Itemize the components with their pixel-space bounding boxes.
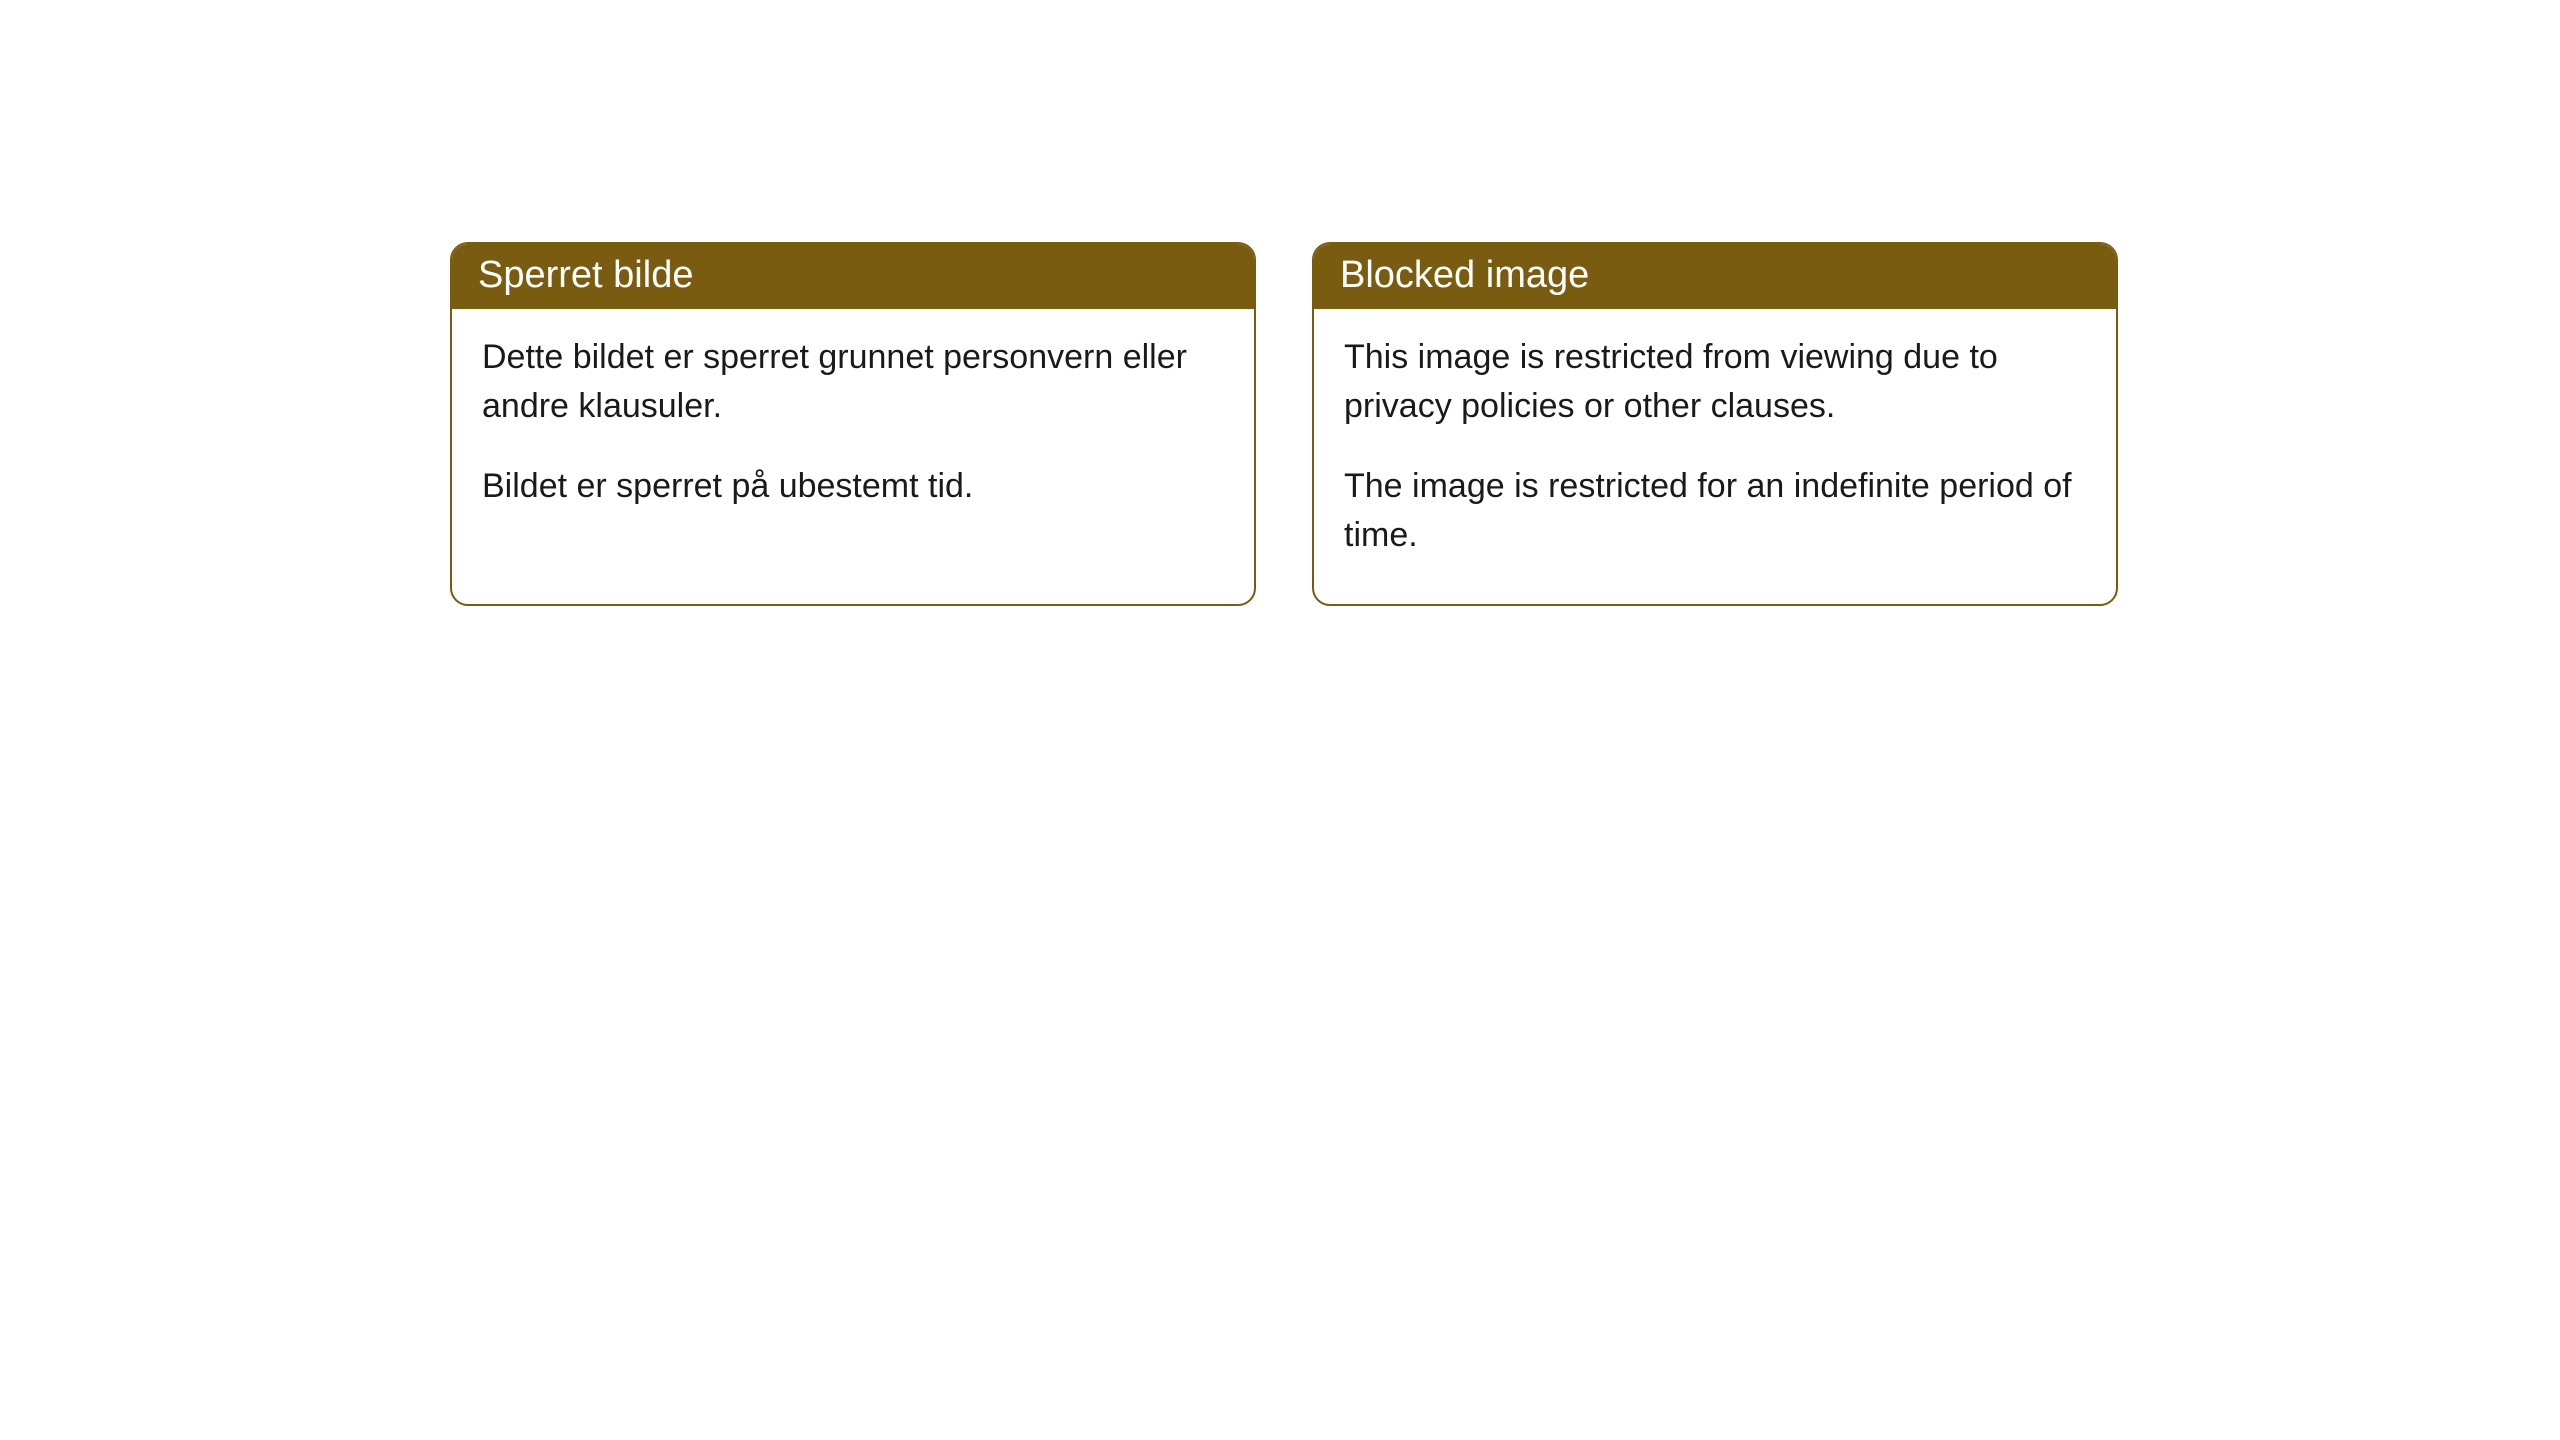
card-header-norwegian: Sperret bilde xyxy=(452,244,1254,309)
card-paragraph-1: Dette bildet er sperret grunnet personve… xyxy=(482,333,1224,432)
card-paragraph-2: The image is restricted for an indefinit… xyxy=(1344,462,2086,561)
cards-container: Sperret bilde Dette bildet er sperret gr… xyxy=(450,242,2118,606)
card-paragraph-1: This image is restricted from viewing du… xyxy=(1344,333,2086,432)
card-body-norwegian: Dette bildet er sperret grunnet personve… xyxy=(452,309,1254,555)
card-body-english: This image is restricted from viewing du… xyxy=(1314,309,2116,604)
card-header-english: Blocked image xyxy=(1314,244,2116,309)
card-paragraph-2: Bildet er sperret på ubestemt tid. xyxy=(482,462,1224,511)
card-norwegian: Sperret bilde Dette bildet er sperret gr… xyxy=(450,242,1256,606)
card-english: Blocked image This image is restricted f… xyxy=(1312,242,2118,606)
